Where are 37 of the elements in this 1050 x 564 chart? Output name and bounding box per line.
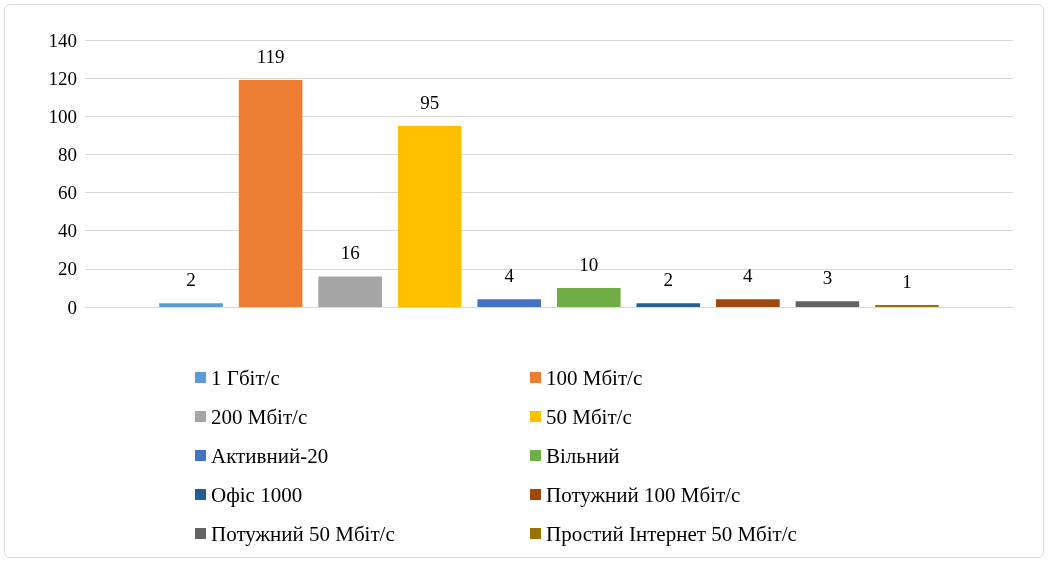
legend-label: 100 Мбіт/с <box>546 365 643 390</box>
y-tick-label: 60 <box>58 182 77 204</box>
legend-label: Простий Інтернет 50 Мбіт/с <box>546 521 797 546</box>
data-label: 2 <box>663 269 674 291</box>
bar <box>318 276 382 307</box>
legend-label: Потужний 50 Мбіт/с <box>211 521 395 546</box>
bar <box>636 303 701 307</box>
data-label: 1 <box>902 271 912 293</box>
y-tick-label: 20 <box>58 258 77 280</box>
legend-label: Вільний <box>546 443 620 468</box>
y-tick-label: 40 <box>58 220 77 242</box>
y-tick-label: 100 <box>48 105 77 127</box>
bar <box>716 299 780 307</box>
bar <box>795 301 860 307</box>
legend-label: 50 Мбіт/с <box>546 404 632 429</box>
legend-label: Офіс 1000 <box>211 482 303 507</box>
legend-label: 1 Гбіт/с <box>211 365 280 390</box>
data-label: 10 <box>579 253 599 275</box>
y-tick-label: 120 <box>48 67 77 89</box>
data-label: 16 <box>340 242 360 264</box>
data-label: 95 <box>420 91 440 113</box>
bar <box>397 125 462 307</box>
legend-label: Активний-20 <box>211 443 329 468</box>
data-label: 3 <box>822 267 833 289</box>
bar <box>556 287 621 307</box>
y-tick-label: 140 <box>48 29 77 51</box>
legend-label: 200 Мбіт/с <box>211 404 308 429</box>
bar <box>159 303 223 307</box>
bar <box>238 80 303 307</box>
data-label: 2 <box>186 269 196 291</box>
legend-label: Потужний 100 Мбіт/с <box>546 482 741 507</box>
y-tick-label: 0 <box>67 296 77 318</box>
y-tick-label: 80 <box>58 143 77 165</box>
data-label: 4 <box>743 265 754 287</box>
bar <box>477 299 542 307</box>
data-label: 4 <box>504 265 515 287</box>
data-label: 119 <box>256 46 285 68</box>
